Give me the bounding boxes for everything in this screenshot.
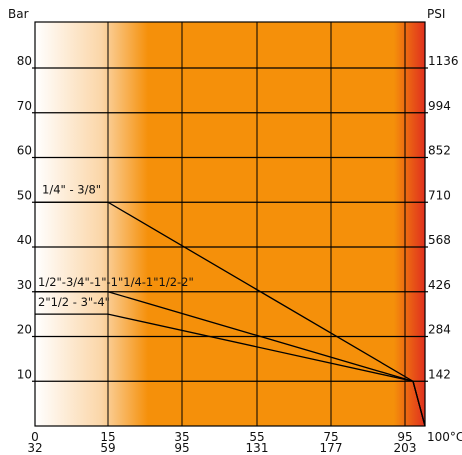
y-right-tick-label: 568 [428,233,451,247]
x-tick-label-celsius: 55 [249,430,264,444]
y-left-tick-label: 20 [17,323,32,337]
y-left-tick-label: 60 [17,144,32,158]
series-label: 2"1/2 - 3"-4" [38,295,110,309]
series-label: 1/4" - 3/8" [42,182,101,196]
x-tick-label-celsius: 35 [174,430,189,444]
x-tick-label-celsius: 15 [100,430,115,444]
x-end-label: 100°C [427,430,462,444]
y-left-tick-label: 10 [17,367,32,381]
grid [32,21,428,427]
y-right-tick-label: 142 [428,367,451,381]
x-tick-label-fahrenheit: 203 [394,441,417,455]
y-right-tick-label: 994 [428,99,451,113]
y-left-tick-label: 70 [17,99,32,113]
plot-background [35,22,425,426]
x-tick-label-celsius: 95 [397,430,412,444]
y-right-tick-label: 852 [428,144,451,158]
y-left-tick-label: 80 [17,54,32,68]
x-tick-label-fahrenheit: 177 [320,441,343,455]
x-tick-label-celsius: 0 [31,430,39,444]
y-right-tick-label: 710 [428,188,451,202]
x-tick-label-fahrenheit: 32 [27,441,42,455]
x-tick-label-fahrenheit: 59 [100,441,115,455]
plot-frame [34,21,426,427]
series-label: 1/2"-3/4"-1"-1"1/4-1"1/2-2" [38,275,194,289]
y-right-tick-label: 1136 [428,54,459,68]
y-left-tick-label: 40 [17,233,32,247]
series-lines [35,201,426,427]
labels: 10 142 20 284 30 426 40 568 50 710 60 852 70 994 80 113… [8,7,462,455]
y-left-unit: Bar [8,7,29,21]
y-right-unit: PSI [427,7,445,21]
x-tick-label-celsius: 75 [323,430,338,444]
x-tick-label-fahrenheit: 131 [246,441,269,455]
y-right-tick-label: 426 [428,278,451,292]
y-right-tick-label: 284 [428,323,451,337]
y-left-tick-label: 50 [17,188,32,202]
series-line [35,313,426,427]
y-left-tick-label: 30 [17,278,32,292]
x-tick-label-fahrenheit: 95 [174,441,189,455]
